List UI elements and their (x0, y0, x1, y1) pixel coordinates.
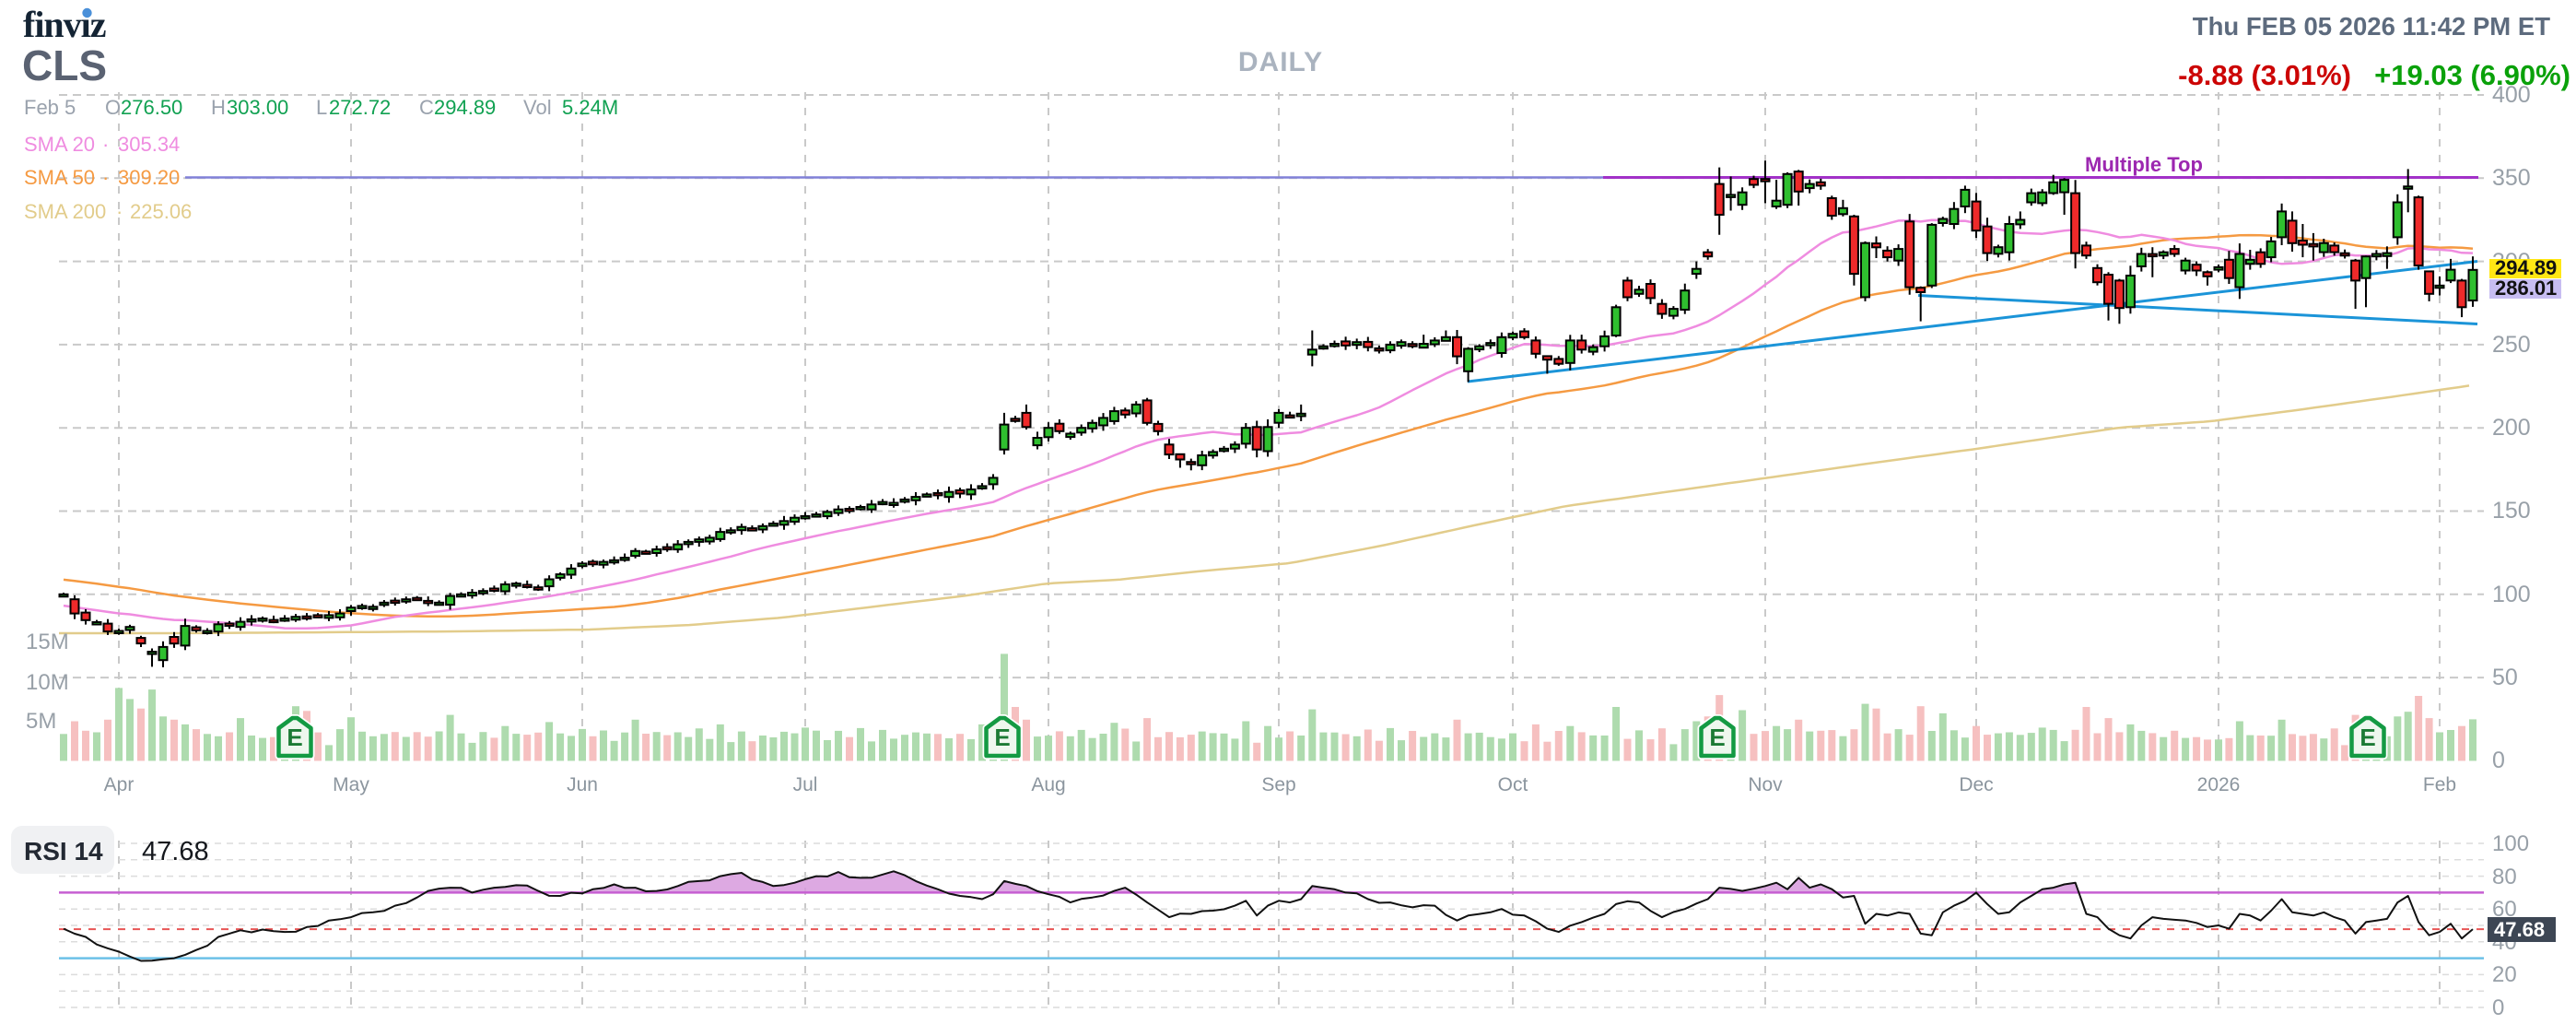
svg-text:276.50: 276.50 (121, 96, 182, 119)
svg-text:RSI 14: RSI 14 (24, 837, 103, 865)
svg-text:0: 0 (2492, 748, 2505, 773)
svg-text:303.00: 303.00 (227, 96, 288, 119)
svg-text:E: E (994, 724, 1010, 751)
svg-text:250: 250 (2492, 332, 2531, 358)
svg-text:DAILY: DAILY (1238, 47, 1323, 77)
svg-text:finviz: finviz (23, 4, 106, 45)
svg-text:Aug: Aug (1031, 774, 1065, 795)
svg-text:·: · (102, 133, 109, 156)
svg-text:200: 200 (2492, 415, 2531, 441)
svg-text:May: May (333, 774, 369, 795)
svg-text:CLS: CLS (22, 41, 107, 89)
svg-text:E: E (1709, 724, 1725, 751)
svg-text:10M: 10M (26, 670, 69, 695)
svg-text:225.06: 225.06 (130, 200, 192, 223)
svg-text:O: O (105, 96, 121, 119)
svg-text:294.89: 294.89 (434, 96, 496, 119)
svg-text:Oct: Oct (1498, 774, 1528, 795)
svg-text:0: 0 (2492, 995, 2504, 1020)
svg-text:305.34: 305.34 (118, 133, 180, 156)
svg-text:100: 100 (2492, 831, 2529, 856)
svg-text:272.72: 272.72 (329, 96, 391, 119)
svg-text:E: E (287, 724, 302, 751)
svg-text:Apr: Apr (104, 774, 135, 795)
svg-text:20: 20 (2492, 962, 2517, 987)
svg-text:Thu FEB 05 2026 11:42 PM ET: Thu FEB 05 2026 11:42 PM ET (2193, 12, 2550, 41)
svg-text:Jul: Jul (793, 774, 818, 795)
svg-text:100: 100 (2492, 582, 2531, 607)
svg-text:47.68: 47.68 (2494, 918, 2545, 941)
svg-text:2026: 2026 (2197, 774, 2241, 795)
svg-text:5M: 5M (26, 709, 56, 734)
svg-text:5.24M: 5.24M (562, 96, 618, 119)
svg-text:SMA 200: SMA 200 (24, 200, 106, 223)
svg-text:150: 150 (2492, 498, 2531, 524)
svg-text:·: · (116, 200, 123, 223)
svg-text:Nov: Nov (1748, 774, 1783, 795)
svg-text:400: 400 (2492, 82, 2531, 108)
svg-text:15M: 15M (26, 630, 69, 654)
svg-text:309.20: 309.20 (118, 166, 180, 189)
svg-text:286.01: 286.01 (2495, 277, 2557, 300)
svg-text:80: 80 (2492, 865, 2517, 889)
svg-text:E: E (2359, 724, 2375, 751)
svg-text:Dec: Dec (1959, 774, 1993, 795)
svg-text:·: · (102, 166, 109, 189)
svg-text:Feb: Feb (2423, 774, 2456, 795)
svg-text:Sep: Sep (1261, 774, 1295, 795)
svg-text:50: 50 (2492, 665, 2518, 690)
svg-text:L: L (316, 96, 327, 119)
svg-text:SMA 50: SMA 50 (24, 166, 95, 189)
svg-text:C: C (419, 96, 434, 119)
svg-text:-8.88 (3.01%): -8.88 (3.01%) (2178, 59, 2351, 91)
svg-text:47.68: 47.68 (142, 837, 209, 866)
svg-text:H: H (211, 96, 226, 119)
svg-text:+19.03 (6.90%): +19.03 (6.90%) (2374, 59, 2570, 91)
svg-text:Jun: Jun (567, 774, 598, 795)
svg-text:Feb 5: Feb 5 (24, 96, 76, 119)
svg-text:SMA 20: SMA 20 (24, 133, 95, 156)
svg-text:350: 350 (2492, 165, 2531, 191)
svg-text:294.89: 294.89 (2495, 256, 2557, 279)
svg-text:Vol: Vol (523, 96, 552, 119)
svg-text:Multiple Top: Multiple Top (2085, 153, 2203, 176)
